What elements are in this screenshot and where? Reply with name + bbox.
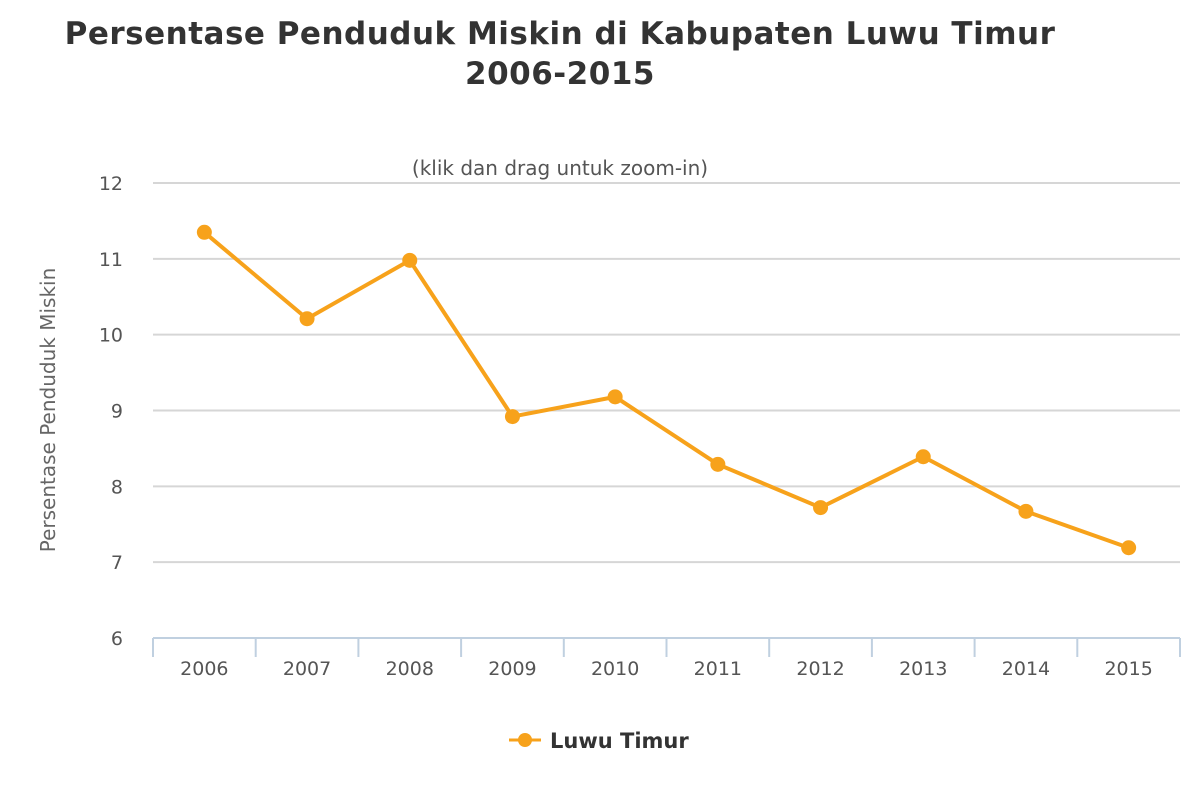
y-tick-label: 6: [111, 628, 123, 650]
y-tick-label: 12: [99, 173, 123, 195]
data-point-2009[interactable]: [504, 409, 520, 425]
chart-title: Persentase Penduduk Miskin di Kabupaten …: [0, 14, 1120, 94]
data-point-2015[interactable]: [1121, 540, 1137, 556]
data-point-2006[interactable]: [196, 224, 212, 240]
x-tick-label: 2008: [386, 658, 434, 680]
x-tick-label: 2013: [899, 658, 947, 680]
x-tick-label: 2007: [283, 658, 331, 680]
data-point-2012[interactable]: [813, 500, 829, 516]
data-point-2008[interactable]: [402, 252, 418, 268]
legend-item-luwu-timur[interactable]: Luwu Timur: [550, 729, 689, 753]
x-tick-label: 2011: [694, 658, 742, 680]
legend[interactable]: Luwu Timur: [509, 729, 689, 753]
x-tick-label: 2010: [591, 658, 639, 680]
series-line: [203, 230, 1130, 550]
x-tick-label: 2014: [1002, 658, 1050, 680]
chart-title-line-2: 2006-2015: [465, 56, 655, 92]
data-point-2014[interactable]: [1018, 503, 1034, 519]
y-tick-label: 8: [111, 476, 123, 498]
y-tick-label: 11: [99, 249, 123, 271]
data-point-2007[interactable]: [299, 311, 315, 327]
data-point-2013[interactable]: [915, 449, 931, 465]
y-tick-label: 7: [111, 552, 123, 574]
data-point-2010[interactable]: [607, 389, 623, 405]
y-axis-label: Persentase Penduduk Miskin: [36, 268, 60, 553]
x-tick-label: 2012: [796, 658, 844, 680]
x-tick-label: 2009: [488, 658, 536, 680]
legend-marker-icon: [518, 733, 532, 747]
x-tick-label: 2015: [1104, 658, 1152, 680]
x-tick-label: 2006: [180, 658, 228, 680]
data-point-2011[interactable]: [710, 456, 726, 472]
y-tick-label: 9: [111, 401, 123, 423]
chart-subtitle: (klik dan drag untuk zoom-in): [412, 156, 708, 180]
chart-title-line-1: Persentase Penduduk Miskin di Kabupaten …: [64, 16, 1056, 52]
y-tick-label: 10: [99, 325, 123, 347]
